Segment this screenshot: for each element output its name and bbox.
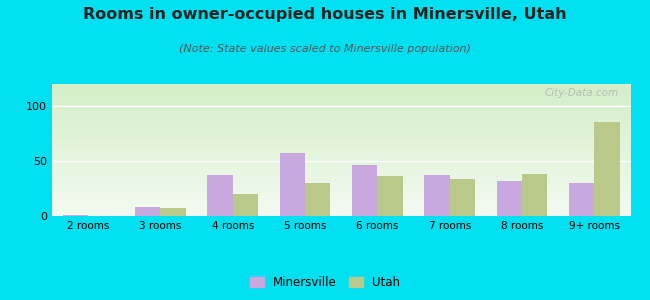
Bar	[305, 183, 330, 216]
Text: Rooms in owner-occupied houses in Minersville, Utah: Rooms in owner-occupied houses in Miners…	[83, 8, 567, 22]
Bar	[424, 175, 450, 216]
Bar	[63, 215, 88, 216]
Bar	[378, 176, 403, 216]
Text: City-Data.com: City-Data.com	[545, 88, 619, 98]
Bar	[497, 181, 522, 216]
Bar	[352, 165, 378, 216]
Bar	[450, 178, 475, 216]
Bar	[233, 194, 258, 216]
Text: (Note: State values scaled to Minersville population): (Note: State values scaled to Minersvill…	[179, 44, 471, 53]
Bar	[594, 122, 619, 216]
Bar	[280, 153, 305, 216]
Bar	[522, 174, 547, 216]
Legend: Minersville, Utah: Minersville, Utah	[245, 272, 405, 294]
Bar	[161, 208, 186, 216]
Bar	[569, 183, 594, 216]
Bar	[135, 207, 161, 216]
Bar	[207, 175, 233, 216]
